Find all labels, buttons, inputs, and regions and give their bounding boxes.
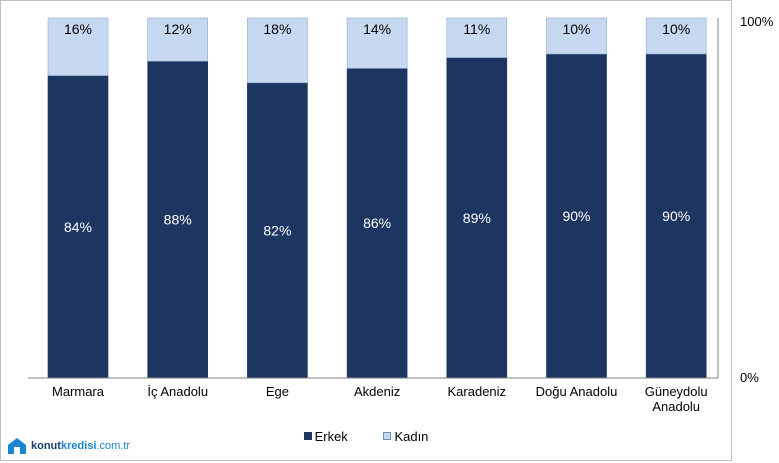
logo-text-konut: konut [31,440,61,452]
logo-text-domain: .com.tr [96,440,131,452]
data-label-kadin-dogu-anadolu: 10% [562,21,590,37]
category-label-ege: Ege [266,384,289,399]
legend-label-erkek: Erkek [314,428,348,444]
bar-erkek-marmara [47,75,109,379]
bar-kadin-ic-anadolu [147,17,208,62]
bar-erkek-ege [247,82,308,379]
y-tick-label-100: 100% [740,14,774,29]
category-label-ic-anadolu: İç Anadolu [147,384,208,399]
data-label-erkek-ic-anadolu: 88% [164,212,192,228]
data-label-erkek-marmara: 84% [64,219,92,235]
data-label-kadin-karadeniz: 11% [463,21,490,37]
data-label-erkek-guneydolu-anadolu: 90% [662,208,690,224]
bar-kadin-ege [247,17,308,84]
category-labels-layer: Marmara İç Anadolu Ege Akdeniz Karadeniz Doğu… [52,384,708,414]
data-labels-layer: 84% 16% 88% 12% 82% 18% 86% 14% 89% 11% 90% 10% 90% 1… [64,21,690,238]
y-tick-label-0: 0% [740,370,759,385]
category-label-guneydolu-anadolu: Güneydolu Anadolu [645,384,708,414]
bar-erkek-akdeniz [346,68,408,379]
data-label-erkek-akdeniz: 86% [363,215,391,231]
bar-kadin-guneydolu-anadolu [645,17,707,55]
data-label-kadin-akdeniz: 14% [363,21,391,37]
bars-layer [47,17,707,379]
bar-kadin-dogu-anadolu [546,17,607,55]
data-label-kadin-marmara: 16% [64,21,92,37]
bar-kadin-karadeniz [446,17,508,58]
legend: Erkek Kadın [0,428,732,444]
house-icon [8,438,26,454]
data-label-kadin-ic-anadolu: 12% [164,21,192,37]
legend-item-erkek: Erkek [303,428,348,444]
data-label-erkek-karadeniz: 89% [463,210,491,226]
bar-erkek-karadeniz [446,57,508,379]
konutkredisi-logo: konut kredisi .com.tr [6,437,130,455]
legend-label-kadin: Kadın [394,428,429,444]
data-label-kadin-guneydolu-anadolu: 10% [662,21,690,37]
bar-erkek-ic-anadolu [147,60,208,379]
category-label-marmara: Marmara [52,384,105,399]
category-label-akdeniz: Akdeniz [354,384,400,399]
legend-swatch-erkek [303,432,312,440]
bar-erkek-dogu-anadolu [546,53,607,379]
data-label-erkek-dogu-anadolu: 90% [562,208,590,224]
category-label-karadeniz: Karadeniz [448,384,507,399]
data-label-kadin-ege: 18% [263,21,291,37]
logo-text-kredisi: kredisi [60,440,97,452]
category-label-dogu-anadolu: Doğu Anadolu [536,384,618,399]
legend-item-kadin: Kadın [383,429,428,444]
y-ticks-layer: 100% 0% [740,14,774,385]
data-label-erkek-ege: 82% [263,222,291,238]
bar-kadin-marmara [47,17,109,76]
bar-kadin-akdeniz [346,17,408,69]
legend-swatch-kadin [383,432,392,440]
